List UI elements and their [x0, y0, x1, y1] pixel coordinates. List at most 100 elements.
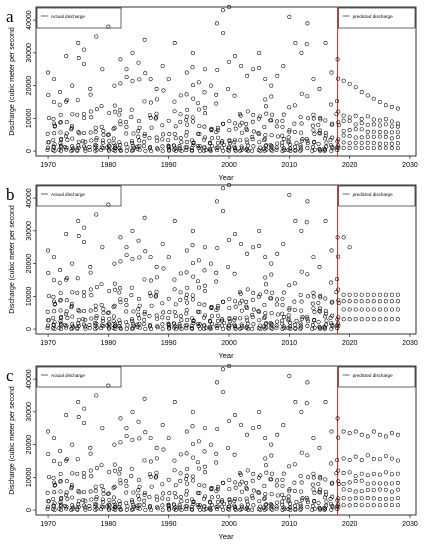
- data-point: [311, 436, 316, 441]
- data-point: [58, 290, 63, 295]
- data-point: [58, 319, 63, 324]
- y-tick-label: 10000: [26, 109, 33, 129]
- data-point: [233, 146, 238, 150]
- data-point: [118, 286, 123, 291]
- data-point: [225, 325, 230, 330]
- data-point: [184, 326, 189, 331]
- data-point: [89, 138, 94, 143]
- data-point: [341, 140, 346, 145]
- data-point: [82, 240, 86, 244]
- data-point: [136, 129, 141, 134]
- data-point: [269, 83, 274, 88]
- data-point: [129, 293, 134, 298]
- data-point: [184, 118, 189, 122]
- data-point: [149, 125, 154, 130]
- data-point: [250, 137, 255, 142]
- data-point: [113, 143, 118, 148]
- data-point: [250, 312, 255, 317]
- data-point: [100, 316, 105, 321]
- data-point: [147, 146, 152, 151]
- data-point: [185, 466, 190, 471]
- data-point: [58, 143, 63, 148]
- data-point: [135, 146, 140, 151]
- data-point: [251, 112, 256, 117]
- data-point: [82, 294, 87, 299]
- data-point: [269, 94, 274, 99]
- data-point: [94, 34, 99, 39]
- data-point: [52, 480, 57, 485]
- data-point: [65, 316, 70, 321]
- data-point: [46, 248, 51, 253]
- data-point: [130, 256, 135, 261]
- data-point: [161, 447, 166, 452]
- data-point: [76, 489, 81, 494]
- data-point: [153, 475, 158, 480]
- data-point: [76, 308, 81, 313]
- data-point: [191, 442, 195, 447]
- data-point: [69, 305, 74, 310]
- data-point: [233, 507, 238, 512]
- data-point: [166, 118, 171, 123]
- data-point: [83, 146, 88, 151]
- data-point: [324, 499, 329, 504]
- data-point: [287, 373, 292, 378]
- data-point: [263, 97, 268, 102]
- data-point: [197, 483, 202, 488]
- data-point: [299, 489, 304, 494]
- y-tick-label: 20000: [26, 76, 33, 96]
- data-point: [258, 148, 263, 153]
- data-point: [329, 507, 334, 512]
- data-point: [336, 287, 341, 292]
- x-tick-label: 1990: [161, 162, 177, 169]
- data-point: [202, 137, 207, 142]
- data-point: [233, 324, 238, 328]
- data-point: [143, 430, 148, 435]
- data-point: [257, 66, 262, 70]
- y-tick-label: 40000: [26, 10, 33, 30]
- data-point: [64, 277, 69, 282]
- data-point: [322, 505, 327, 510]
- data-point: [75, 112, 80, 117]
- x-tick-label: 2030: [402, 340, 418, 347]
- data-point: [53, 301, 57, 306]
- data-point: [147, 505, 152, 510]
- data-point: [298, 148, 303, 153]
- data-point: [318, 148, 323, 153]
- data-point: [347, 317, 352, 322]
- data-point: [189, 326, 194, 331]
- data-point: [172, 219, 177, 223]
- data-point: [305, 272, 310, 277]
- x-tick-label: 2000: [221, 521, 237, 528]
- data-point: [353, 292, 358, 297]
- data-point: [292, 307, 297, 312]
- data-point: [70, 261, 75, 266]
- data-point: [160, 326, 165, 331]
- x-tick-label: 1980: [101, 521, 117, 528]
- data-point: [280, 477, 285, 482]
- data-point: [353, 496, 358, 501]
- data-point: [117, 140, 122, 145]
- data-point: [124, 75, 129, 80]
- data-point: [190, 293, 195, 298]
- x-tick-label: 1970: [40, 340, 56, 347]
- data-point: [59, 326, 63, 331]
- data-point: [353, 429, 358, 434]
- data-point: [124, 326, 129, 331]
- data-point: [112, 484, 117, 489]
- data-point: [202, 449, 207, 454]
- data-point: [329, 102, 334, 107]
- y-axis-label: Discharge (cubic meter per second: [9, 27, 16, 136]
- data-point: [383, 496, 388, 501]
- data-point: [263, 77, 268, 82]
- data-point: [383, 487, 388, 492]
- data-point: [75, 457, 80, 462]
- data-point: [93, 142, 98, 147]
- data-point: [197, 302, 202, 307]
- data-point: [58, 120, 63, 125]
- data-point: [263, 275, 268, 280]
- data-point: [244, 496, 249, 501]
- data-point: [209, 495, 214, 500]
- data-point: [341, 456, 346, 461]
- data-point: [141, 503, 146, 507]
- data-point: [244, 121, 249, 126]
